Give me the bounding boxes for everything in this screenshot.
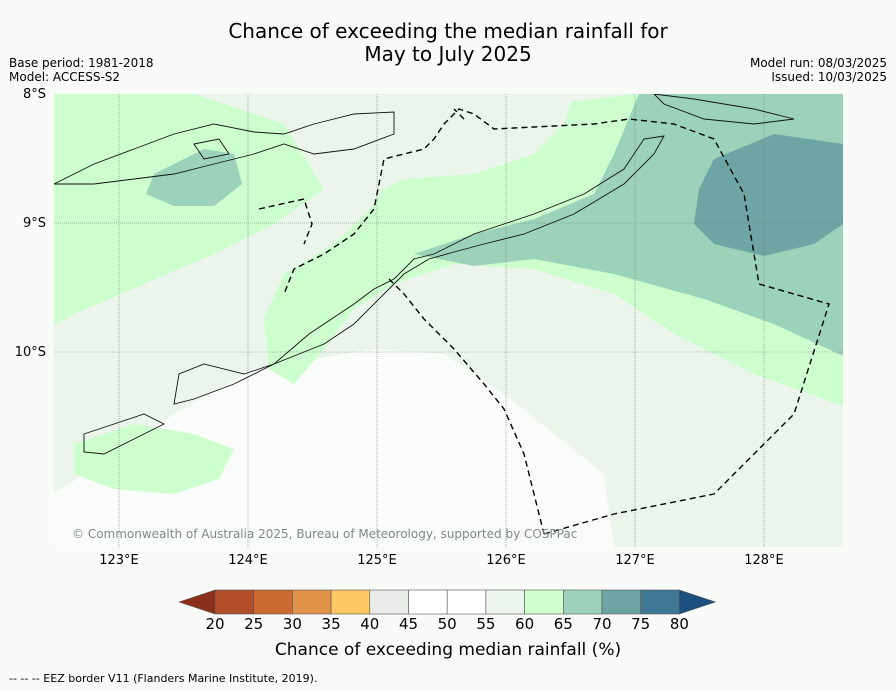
- colorbar-tick-label: 25: [244, 615, 264, 633]
- zone-70-75: [694, 134, 843, 256]
- colorbar-cell: [446, 589, 487, 615]
- colorbar-tick-label: 40: [360, 615, 380, 633]
- rainfall-map: [54, 94, 843, 547]
- colorbar-tick-label: 45: [398, 615, 419, 633]
- colorbar-tick-label: 55: [476, 615, 496, 633]
- colorbar-tick-label: 20: [205, 615, 225, 633]
- colorbar-cell: [408, 589, 448, 615]
- meta-right: Model run: 08/03/2025 Issued: 10/03/2025: [750, 56, 887, 84]
- colorbar-tick-label: 65: [553, 615, 573, 633]
- colorbar-tick-label: 80: [669, 615, 689, 633]
- colorbar-cell: [485, 589, 525, 615]
- lat-label-8s: 8°S: [22, 87, 46, 102]
- colorbar-tick-label: 50: [437, 615, 457, 633]
- colorbar-cell: [640, 589, 680, 615]
- lat-label-10s: 10°S: [14, 345, 46, 360]
- lon-label-126e: 126°E: [486, 553, 526, 568]
- meta-left: Base period: 1981-2018 Model: ACCESS-S2: [9, 56, 154, 84]
- lon-label-123e: 123°E: [99, 553, 139, 568]
- lon-label-128e: 128°E: [744, 553, 784, 568]
- colorbar-cell: [562, 589, 603, 615]
- colorbar-tick-label: 30: [282, 615, 302, 633]
- eez-border: [258, 108, 830, 535]
- colorbar-cell: [214, 589, 255, 615]
- model-run-label: Model run: 08/03/2025: [749, 56, 887, 70]
- colorbar-title: Chance of exceeding median rainfall (%): [274, 640, 622, 660]
- coastlines: [54, 94, 795, 455]
- colorbar-cell: [601, 589, 642, 615]
- title-line-2: May to July 2025: [364, 42, 532, 66]
- lon-label-125e: 125°E: [357, 553, 397, 568]
- title-line-1: Chance of exceeding the median rainfall …: [228, 19, 668, 43]
- colorbar-extend-high: [679, 589, 717, 615]
- graticule: [54, 94, 843, 547]
- colorbar-cell: [253, 589, 293, 615]
- model-label: Model: ACCESS-S2: [9, 70, 121, 84]
- colorbar: [178, 589, 717, 615]
- colorbar-cell: [524, 589, 564, 615]
- zone-60-65-island: [74, 424, 234, 494]
- colorbar-tick-label: 60: [515, 615, 535, 633]
- zone-55-60-strip: [194, 94, 574, 204]
- colorbar-tick-label: 75: [631, 615, 651, 633]
- zone-60-65-left: [54, 94, 324, 326]
- colorbar-tick-label: 35: [321, 615, 341, 633]
- colorbar-cell: [369, 589, 409, 615]
- eez-footnote: -- -- -- EEZ border V11 (Flanders Marine…: [9, 672, 318, 685]
- lon-label-124e: 124°E: [228, 553, 268, 568]
- copyright-credit: © Commonwealth of Australia 2025, Bureau…: [72, 527, 578, 541]
- colorbar-tick-label: 70: [592, 615, 612, 633]
- colorbar-extend-low: [178, 589, 216, 615]
- map-title: Chance of exceeding the median rainfall …: [0, 20, 896, 66]
- lat-label-9s: 9°S: [22, 216, 46, 231]
- lon-label-127e: 127°E: [615, 553, 655, 568]
- colorbar-cell: [330, 589, 371, 615]
- base-period-label: Base period: 1981-2018: [9, 56, 154, 70]
- issued-label: Issued: 10/03/2025: [771, 70, 887, 84]
- colorbar-cell: [292, 589, 332, 615]
